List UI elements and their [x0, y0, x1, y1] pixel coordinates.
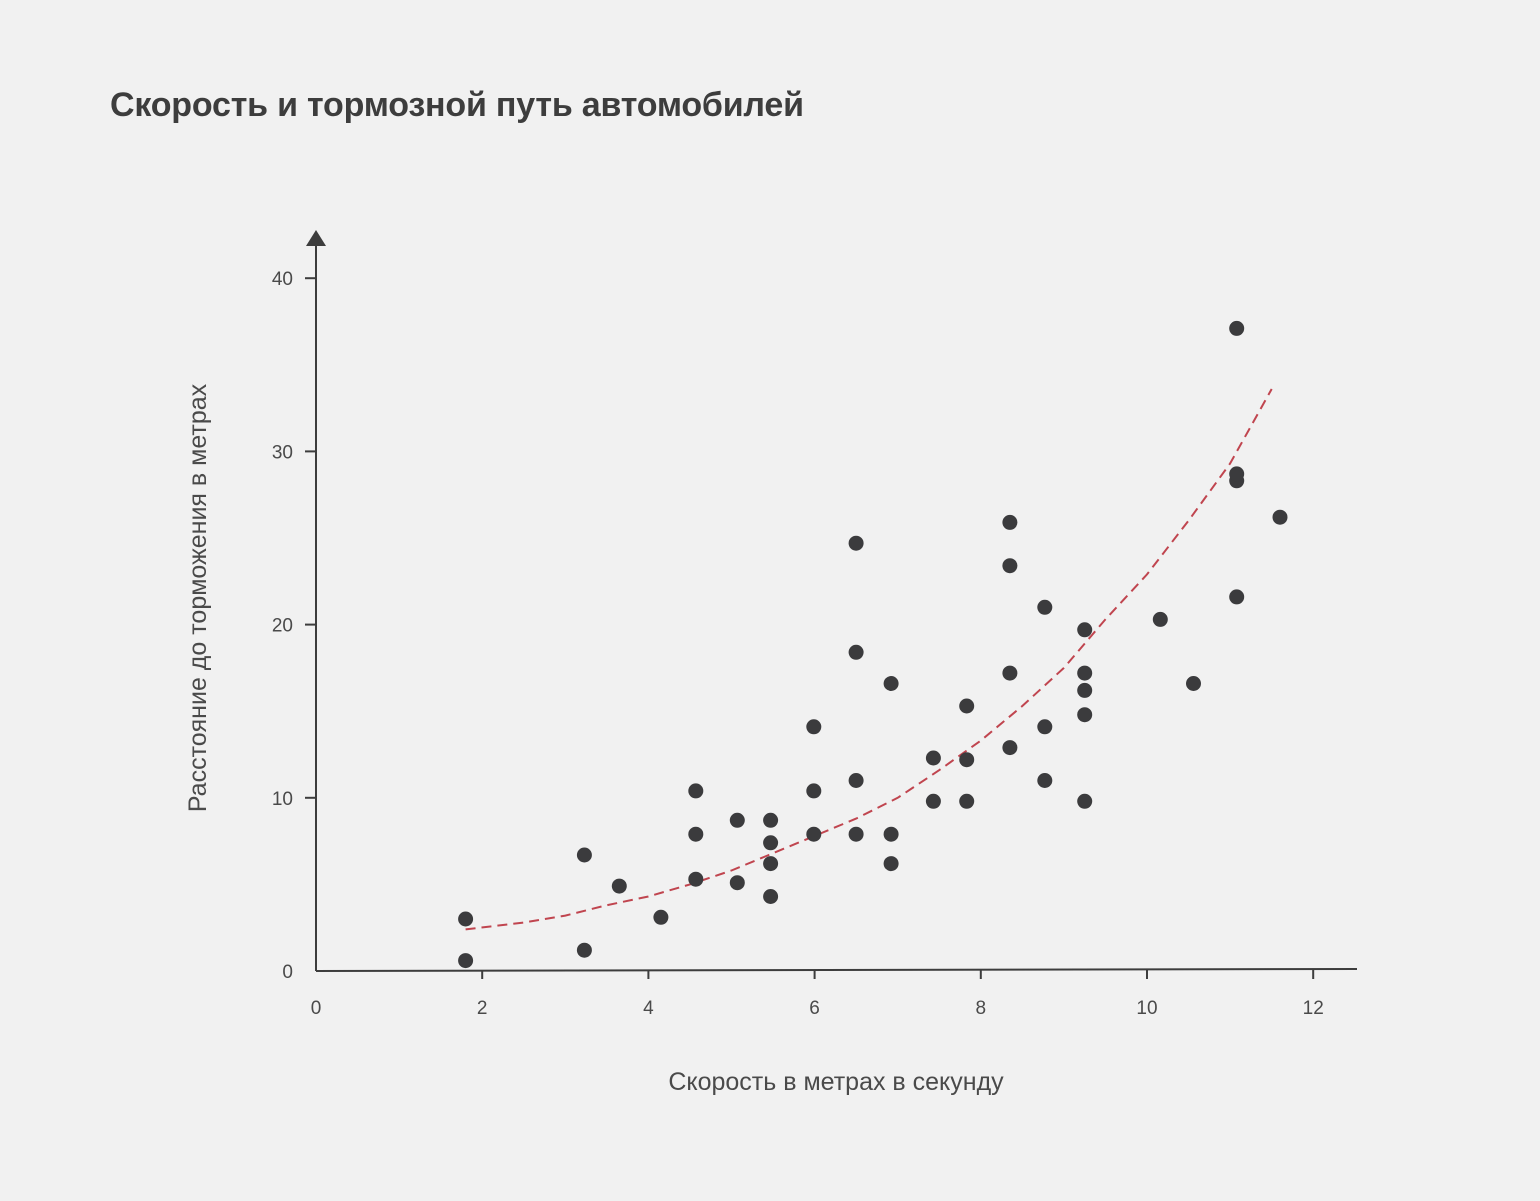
data-point	[688, 826, 704, 842]
data-point	[848, 773, 864, 788]
data-point	[925, 793, 941, 809]
data-point	[806, 719, 822, 735]
data-point	[653, 909, 669, 925]
x-axis-title: Скорость в метрах в секунду	[668, 1068, 1004, 1096]
data-point	[1186, 676, 1201, 691]
data-point	[848, 535, 864, 551]
y-axis-title: Расстояние до торможения в метрах	[184, 383, 212, 812]
y-tick-label: 10	[272, 789, 293, 810]
x-tick-label: 12	[1303, 998, 1324, 1019]
data-point	[1077, 707, 1093, 723]
data-point	[688, 871, 704, 887]
data-point	[1077, 665, 1093, 681]
x-tick-label: 10	[1136, 998, 1157, 1019]
data-point	[1037, 599, 1053, 615]
data-point	[1002, 558, 1018, 574]
y-tick-label: 30	[272, 442, 293, 463]
data-point	[925, 750, 941, 766]
data-point	[763, 889, 779, 904]
data-point	[1077, 682, 1093, 698]
x-axis	[315, 968, 1358, 972]
data-point	[848, 826, 864, 842]
data-point	[576, 847, 592, 863]
data-point	[1152, 611, 1168, 627]
data-point	[1002, 514, 1018, 530]
y-tick-label: 0	[282, 962, 293, 983]
data-points	[458, 320, 1288, 969]
data-point	[806, 783, 822, 799]
data-point	[1077, 793, 1093, 809]
y-axis-arrow-icon	[306, 230, 326, 246]
data-point	[883, 826, 899, 842]
data-point	[806, 826, 822, 842]
x-tick-label: 8	[976, 998, 987, 1019]
data-point	[576, 942, 592, 958]
x-tick-label: 2	[477, 998, 488, 1019]
data-point	[458, 953, 474, 969]
y-ticks: 0 10 20 30 40	[272, 269, 316, 983]
x-axis-line	[315, 968, 1358, 972]
data-point	[959, 793, 975, 809]
data-point	[763, 856, 779, 872]
x-tick-label: 6	[809, 998, 820, 1019]
data-point	[1002, 740, 1018, 756]
data-point	[1229, 320, 1245, 336]
data-point	[763, 812, 779, 828]
data-point	[883, 676, 899, 691]
data-point	[729, 875, 745, 891]
data-point	[1229, 589, 1245, 605]
data-point	[1077, 622, 1093, 638]
data-point	[729, 812, 745, 828]
data-point	[883, 856, 899, 872]
data-point	[1229, 466, 1245, 482]
x-tick-label: 4	[643, 998, 654, 1019]
data-point	[688, 783, 704, 799]
y-axis	[306, 230, 326, 971]
data-point	[848, 644, 864, 660]
trend-line	[465, 388, 1273, 931]
chart-title: Скорость и тормозной путь автомобилей	[110, 86, 804, 124]
x-tick-label: 0	[311, 998, 322, 1019]
y-tick-label: 20	[272, 616, 293, 637]
data-point	[458, 911, 474, 927]
data-point	[611, 878, 627, 894]
data-point	[1037, 719, 1053, 735]
data-point	[1272, 509, 1288, 525]
data-point	[1002, 665, 1018, 681]
data-point	[1037, 773, 1053, 788]
data-point	[959, 752, 975, 768]
x-ticks: 0 2 4 6 8 10 12	[311, 970, 1324, 1019]
data-point	[959, 698, 975, 714]
data-point	[763, 835, 779, 851]
y-tick-label: 40	[272, 269, 293, 290]
